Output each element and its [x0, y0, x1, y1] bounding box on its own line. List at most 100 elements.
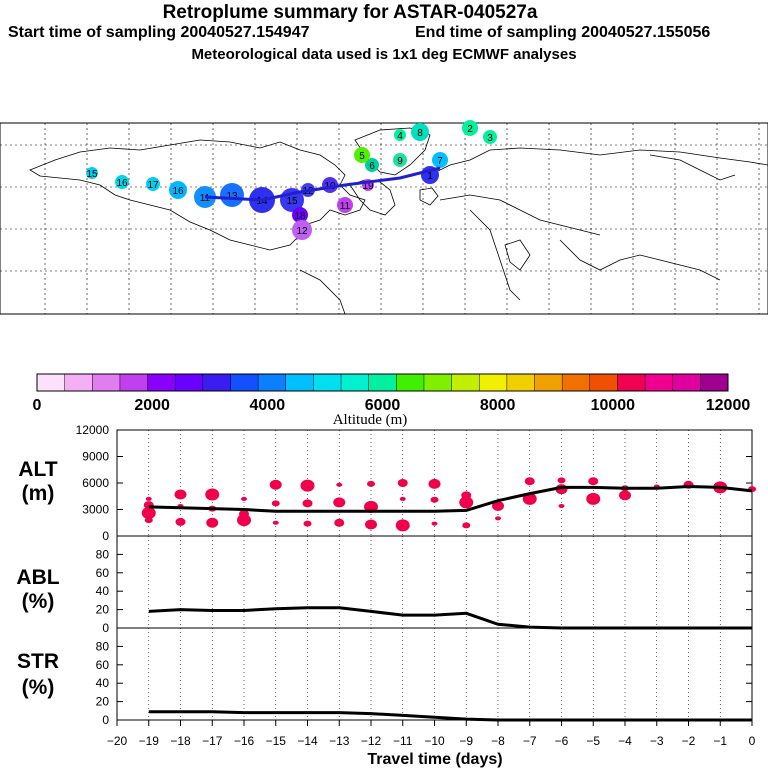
panel-str: 0 20 40 60 80 STR (%) [17, 627, 753, 727]
altitude-cluster-point [459, 496, 474, 509]
panel-series-line [148, 484, 753, 513]
altitude-cluster-point [336, 482, 343, 487]
colorbar-segment [534, 374, 563, 391]
x-tick-label: −8 [491, 734, 505, 748]
altitude-cluster-point [269, 479, 282, 490]
altitude-cluster-point [303, 520, 312, 527]
plume-cluster-marker [146, 177, 160, 191]
panel-ytick-label: 0 [102, 713, 109, 727]
x-tick-label: −4 [618, 734, 632, 748]
colorbar-segment [396, 374, 425, 391]
altitude-cluster-point [144, 517, 153, 524]
colorbar-segment [423, 374, 453, 391]
altitude-cluster-point [206, 517, 219, 528]
colorbar-segment [230, 374, 259, 391]
x-tick-label: −1 [713, 734, 727, 748]
plume-cluster-label: 6 [369, 161, 375, 172]
colorbar-tick-label: 4000 [250, 397, 286, 414]
colorbar-segment [589, 374, 618, 391]
plume-cluster-label: 12 [296, 226, 308, 237]
colorbar-segment [617, 374, 646, 391]
altitude-cluster-point [175, 517, 186, 526]
colorbar-segment [64, 374, 93, 391]
altitude-cluster-point [395, 519, 410, 532]
x-tick-label: −14 [297, 734, 318, 748]
panel-ytick-label: 6000 [82, 476, 109, 490]
plume-cluster-marker [115, 175, 129, 189]
panel-ytick-label: 0 [102, 621, 109, 635]
panel-ytick-label: 3000 [82, 503, 109, 517]
x-tick-label: 0 [749, 734, 756, 748]
panel-ytick-label: 12000 [76, 423, 110, 437]
colorbar-segment [672, 374, 701, 391]
plume-cluster-label: 16 [172, 186, 184, 197]
x-tick-label: −17 [202, 734, 223, 748]
panel-abl: 0 20 40 60 80 ABL(%) [16, 535, 753, 635]
x-tick-label: −9 [459, 734, 473, 748]
plume-cluster-label: 9 [397, 156, 403, 167]
x-tick-label: −19 [139, 734, 160, 748]
panel-ytick-label: 40 [96, 584, 110, 598]
plume-cluster-marker [365, 158, 379, 172]
altitude-cluster-point [619, 490, 631, 501]
colorbar-segment [175, 374, 204, 391]
colorbar-segment [313, 374, 342, 391]
x-tick-label: −6 [555, 734, 569, 748]
plume-cluster-label: 11 [340, 201, 351, 212]
altitude-cluster-point [334, 518, 345, 527]
altitude-cluster-point [302, 499, 313, 508]
plume-cluster-label: 13 [226, 191, 238, 202]
colorbar-segment [700, 374, 729, 391]
altitude-cluster-point [397, 479, 408, 487]
x-tick-label: −13 [329, 734, 350, 748]
plume-cluster-label: 4 [397, 131, 403, 142]
altitude-cluster-point [141, 507, 156, 520]
colorbar-segment [202, 374, 231, 391]
plume-cluster-label: 1 [427, 171, 433, 182]
x-axis-label: Travel time (days) [367, 751, 502, 768]
plume-cluster-label: 17 [147, 180, 159, 191]
altitude-cluster-point [524, 477, 535, 486]
altitude-cluster-point [558, 503, 565, 508]
panel-ytick-label: 80 [96, 547, 110, 561]
panel-ytick-label: 60 [96, 566, 110, 580]
x-axis: −20 −19 −18 −17 −16 −15 −14 −13 −12 −11 −10 −9 −8 −7−… [107, 720, 756, 768]
plume-cluster-label: 2 [467, 124, 473, 135]
x-tick-label: −18 [170, 734, 191, 748]
panel-ylabel-top: ALT [18, 458, 57, 481]
plume-cluster-marker [393, 153, 407, 167]
x-tick-label: −2 [682, 734, 696, 748]
altitude-cluster-point [241, 496, 247, 501]
altitude-cluster-point [492, 500, 504, 511]
altitude-cluster-point [205, 488, 220, 501]
altitude-cluster-point [431, 521, 438, 526]
colorbar-segment [341, 374, 370, 391]
colorbar-segment [119, 374, 149, 391]
plume-cluster-label: 5 [359, 151, 365, 162]
colorbar-tick-label: 2000 [134, 397, 170, 414]
colorbar-segment [147, 374, 176, 391]
map-frame [0, 122, 768, 315]
colorbar-segment [506, 374, 536, 391]
colorbar-segment [479, 374, 508, 391]
panel-ylabel-top: STR [17, 650, 59, 673]
chart-title: Retroplume summary for ASTAR-040527a [162, 2, 538, 23]
plume-cluster-marker [169, 181, 187, 199]
x-tick-label: −15 [266, 734, 287, 748]
plume-cluster-label: 15 [286, 196, 298, 207]
plume-cluster-marker [411, 123, 429, 141]
x-tick-label: −7 [523, 734, 537, 748]
colorbar-segment [645, 374, 674, 391]
panel-ylabel-bottom: (%) [22, 590, 55, 613]
colorbar-tick-label: 12000 [706, 397, 751, 414]
plume-cluster-marker [432, 152, 448, 168]
panel-alt: 0 3000 6000 9000 12000 ALT(m) [18, 423, 756, 543]
panel-ytick-label: 80 [96, 639, 110, 653]
panel-ylabel-bottom: (%) [22, 676, 55, 699]
altitude-cluster-point [237, 514, 251, 527]
plume-cluster-label: 7 [437, 156, 443, 167]
altitude-cluster-point [367, 480, 375, 487]
colorbar-frame [36, 373, 729, 392]
altitude-colorbar: 0 2000 4000 6000 8000 10000 12000 Altitude (m) [33, 373, 751, 428]
